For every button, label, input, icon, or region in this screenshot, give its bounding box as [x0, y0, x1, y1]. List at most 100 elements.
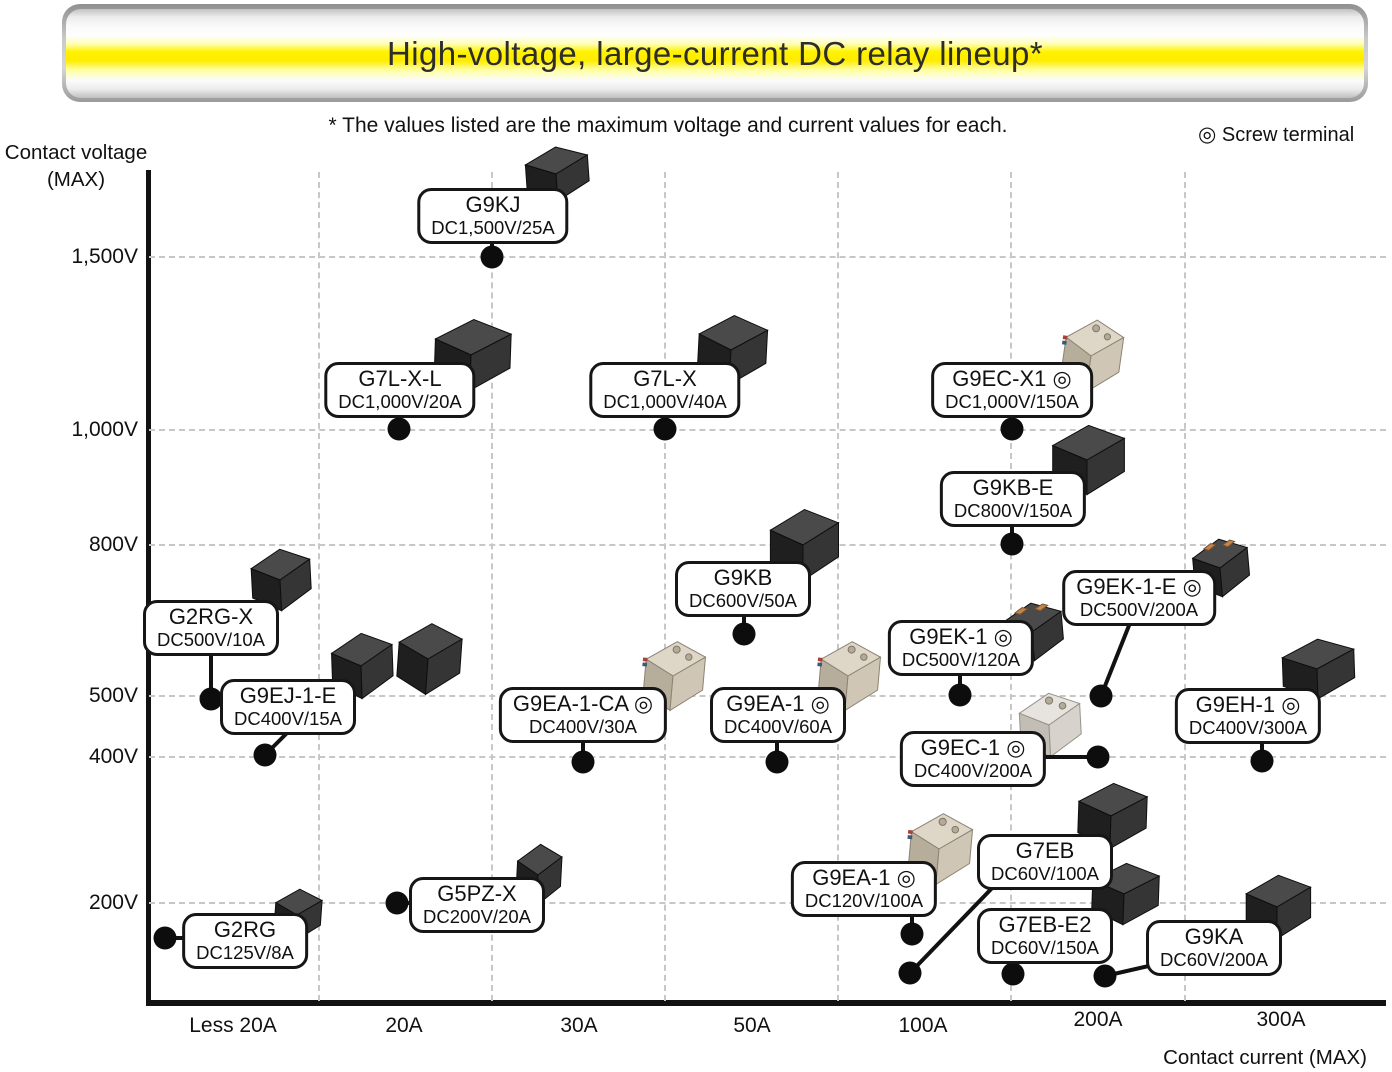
grid-line-horizontal — [149, 902, 1386, 904]
data-point-dot — [1000, 417, 1024, 441]
relay-callout: G9KB-E DC800V/150A — [939, 471, 1087, 528]
relay-model: G7EB — [1015, 838, 1075, 863]
data-point-dot — [948, 683, 972, 707]
data-point-dot — [253, 743, 277, 767]
relay-model: G9KB — [713, 565, 773, 590]
x-axis-line — [146, 1000, 1386, 1006]
data-point-dot — [571, 750, 595, 774]
relay-spec: DC400V/60A — [724, 715, 832, 737]
screw-terminal-icon: ◎ — [804, 691, 830, 716]
relay-model: G9EA-1 ◎ — [812, 865, 916, 890]
data-point-dot — [765, 750, 789, 774]
relay-model: G9EC-1 ◎ — [920, 735, 1026, 760]
relay-model: G9EA-1 ◎ — [726, 691, 830, 716]
x-tick-label: 30A — [560, 1014, 598, 1037]
y-tick-label: 400V — [88, 745, 138, 768]
grid-line-vertical — [491, 172, 493, 1001]
relay-spec: DC400V/300A — [1188, 716, 1308, 738]
screw-terminal-label: Screw terminal — [1221, 124, 1355, 146]
data-point-dot — [385, 891, 409, 915]
relay-callout: G2RG DC125V/8A — [182, 913, 308, 970]
relay-callout: G7EB DC60V/100A — [977, 834, 1113, 891]
relay-model: G9EK-1-E ◎ — [1076, 574, 1202, 599]
relay-product-photo — [1077, 782, 1149, 850]
relay-spec: DC125V/8A — [196, 941, 294, 963]
relay-model: G9EA-1-CA ◎ — [512, 691, 654, 716]
data-point-dot — [1089, 684, 1113, 708]
y-axis-title-line1: Contact voltage — [4, 141, 148, 164]
x-tick-label: Less 20A — [189, 1014, 277, 1037]
relay-spec: DC400V/200A — [913, 759, 1033, 781]
relay-callout: G9EA-1-CA ◎ DC400V/30A — [498, 687, 668, 744]
relay-model: G9EH-1 ◎ — [1195, 692, 1301, 717]
screw-terminal-icon: ◎ — [987, 624, 1013, 649]
relay-callout: G9EC-X1 ◎ DC1,000V/150A — [931, 362, 1093, 419]
y-tick-label: 800V — [88, 533, 138, 556]
relay-spec: DC500V/200A — [1079, 598, 1199, 620]
relay-model: G7EB-E2 — [998, 912, 1092, 937]
data-point-dot — [1000, 532, 1024, 556]
relay-model: G9EK-1 ◎ — [909, 624, 1013, 649]
relay-model: G9KA — [1184, 924, 1244, 949]
relay-spec: DC1,500V/25A — [431, 216, 555, 238]
title-banner: High-voltage, large-current DC relay lin… — [66, 9, 1364, 98]
data-point-dot — [732, 622, 756, 646]
y-axis-title: Contact voltage (MAX) — [0, 140, 152, 193]
relay-spec: DC1,000V/40A — [603, 390, 727, 412]
relay-callout: G9KA DC60V/200A — [1146, 920, 1282, 977]
x-tick-label: 200A — [1073, 1008, 1123, 1031]
relay-callout: G7EB-E2 DC60V/150A — [977, 908, 1113, 965]
grid-line-vertical — [837, 172, 839, 1001]
relay-callout: G9EK-1-E ◎ DC500V/200A — [1062, 570, 1216, 627]
relay-callout: G5PZ-X DC200V/20A — [409, 877, 545, 934]
relay-model: G9KB-E — [972, 475, 1054, 500]
relay-spec: DC1,000V/150A — [945, 390, 1079, 412]
data-point-dot — [1086, 745, 1110, 769]
callout-connector-line — [1099, 616, 1134, 698]
relay-spec: DC500V/120A — [901, 648, 1021, 670]
relay-callout: G9EK-1 ◎ DC500V/120A — [887, 620, 1035, 677]
data-point-dot — [898, 961, 922, 985]
data-point-dot — [653, 417, 677, 441]
data-point-dot — [480, 245, 504, 269]
grid-line-horizontal — [149, 544, 1386, 546]
relay-spec: DC60V/100A — [991, 862, 1099, 884]
relay-spec: DC1,000V/20A — [338, 390, 462, 412]
relay-callout: G9EJ-1-E DC400V/15A — [220, 679, 356, 736]
relay-callout: G9EH-1 ◎ DC400V/300A — [1174, 688, 1322, 745]
data-point-dot — [1001, 962, 1025, 986]
relay-spec: DC500V/10A — [157, 628, 265, 650]
relay-spec: DC120V/100A — [804, 889, 924, 911]
relay-spec: DC800V/150A — [953, 499, 1073, 521]
relay-callout: G9EA-1 ◎ DC120V/100A — [790, 861, 938, 918]
x-axis-title: Contact current (MAX) — [1163, 1046, 1367, 1069]
relay-callout: G9KJ DC1,500V/25A — [417, 188, 569, 245]
y-tick-label: 500V — [88, 684, 138, 707]
screw-terminal-icon: ◎ — [890, 865, 916, 890]
grid-line-vertical — [664, 172, 666, 1001]
relay-spec: DC600V/50A — [689, 589, 797, 611]
relay-product-photo — [396, 623, 464, 696]
screw-terminal-legend: ◎ Screw terminal — [1198, 122, 1354, 147]
relay-model: G9KJ — [465, 192, 521, 217]
x-tick-label: 20A — [385, 1014, 423, 1037]
page-title: High-voltage, large-current DC relay lin… — [387, 34, 1043, 72]
relay-model: G7L-X-L — [358, 366, 442, 391]
relay-product-photo — [1091, 862, 1161, 926]
relay-callout: G7L-X-L DC1,000V/20A — [324, 362, 476, 419]
y-axis-title-line2: (MAX) — [46, 167, 106, 191]
footnote-subtitle: * The values listed are the maximum volt… — [328, 114, 1008, 137]
data-point-dot — [153, 926, 177, 950]
grid-line-horizontal — [149, 429, 1386, 431]
relay-model: G7L-X — [633, 366, 697, 391]
data-point-dot — [387, 417, 411, 441]
x-tick-label: 100A — [898, 1014, 948, 1037]
relay-callout: G9EA-1 ◎ DC400V/60A — [710, 687, 846, 744]
screw-terminal-icon: ◎ — [1176, 574, 1202, 599]
screw-terminal-icon: ◎ — [627, 691, 654, 716]
relay-product-photo — [642, 641, 707, 712]
y-tick-label: 200V — [88, 891, 138, 914]
relay-model: G5PZ-X — [437, 881, 517, 906]
relay-spec: DC60V/150A — [991, 936, 1099, 958]
